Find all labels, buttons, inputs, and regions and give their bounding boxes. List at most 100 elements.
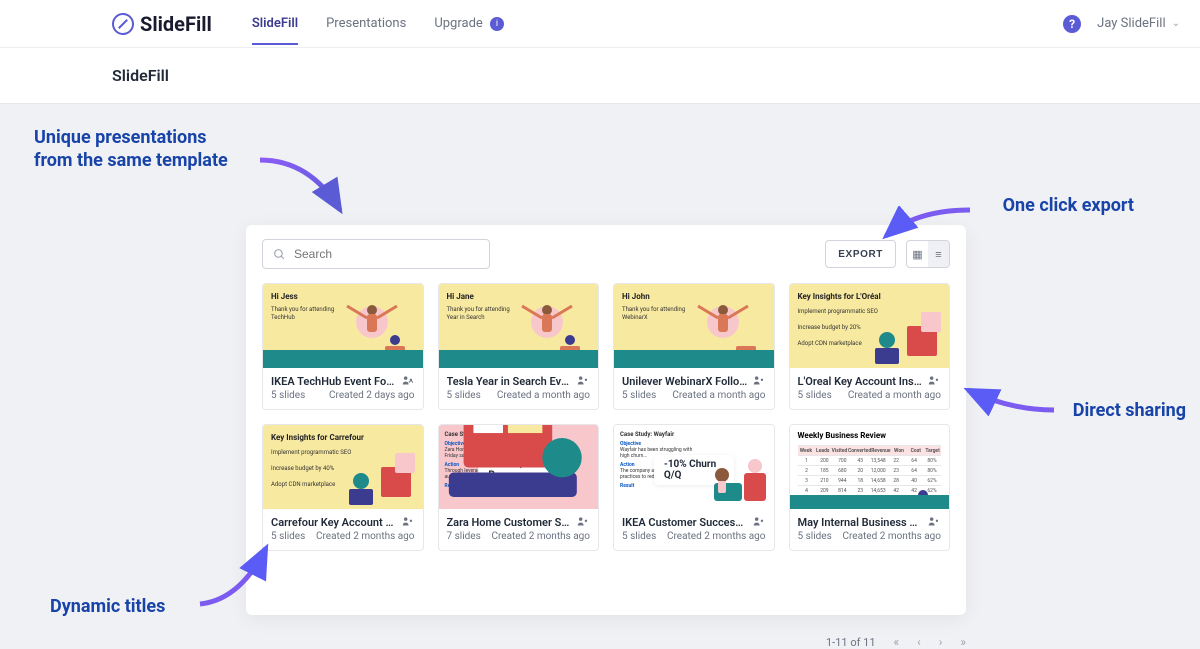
- presentation-card[interactable]: Key Insights for Carrefour Implement pro…: [262, 424, 424, 551]
- card-created: Created 2 months ago: [842, 531, 941, 542]
- search-input-wrap[interactable]: [262, 239, 490, 269]
- insight-illustration: [341, 449, 421, 507]
- card-created: Created 2 months ago: [491, 531, 590, 542]
- view-toggle[interactable]: ▦ ≡: [906, 240, 950, 268]
- export-button[interactable]: EXPORT: [825, 240, 896, 268]
- card-title: Zara Home Customer Succe...: [447, 516, 573, 529]
- table-illustration: [913, 487, 943, 507]
- card-meta: IKEA TechHub Event Follow-... 5 slides C…: [263, 368, 423, 409]
- share-icon[interactable]: [576, 515, 590, 529]
- page-first-icon[interactable]: «: [894, 635, 900, 649]
- thumb-line: Adopt CDN marketplace: [271, 481, 335, 488]
- presentation-card[interactable]: Case Study: Wayfair Objective Wayfair ha…: [613, 424, 775, 551]
- celebration-illustration: [502, 296, 592, 368]
- card-title: Tesla Year in Search Event F...: [447, 375, 573, 388]
- arrow-unique: [250, 150, 370, 230]
- card-meta: Carrefour Key Account Insig... 5 slides …: [263, 509, 423, 550]
- presentations-panel: EXPORT ▦ ≡ Hi Jess Thank you for attendi…: [246, 225, 966, 615]
- thumb-line: Adopt CDN marketplace: [798, 340, 862, 347]
- thumb-greeting: Hi John: [622, 292, 650, 301]
- card-created: Created 2 months ago: [667, 531, 766, 542]
- brand-logo[interactable]: SlideFill: [112, 12, 212, 36]
- card-meta: Zara Home Customer Succe... 7 slides Cre…: [439, 509, 599, 550]
- page-next-icon[interactable]: ›: [939, 635, 943, 649]
- thumb-table: WeekLeadsVisitedConvertedRevenueWonCostT…: [798, 445, 942, 493]
- card-meta: May Internal Business Review 5 slides Cr…: [790, 509, 950, 550]
- user-name: Jay SlideFill: [1097, 16, 1165, 31]
- tab-slidefill[interactable]: SlideFill: [252, 16, 298, 45]
- panel-toolbar: EXPORT ▦ ≡: [262, 239, 950, 269]
- celebration-illustration: [327, 296, 417, 368]
- presentation-card[interactable]: Hi Jess Thank you for attending TechHub …: [262, 283, 424, 410]
- grid-view-icon[interactable]: ▦: [907, 241, 928, 267]
- card-slides: 5 slides: [622, 531, 656, 542]
- presentations-grid: Hi Jess Thank you for attending TechHub …: [262, 283, 950, 551]
- pink-illustration: [439, 425, 597, 507]
- share-icon[interactable]: [752, 374, 766, 388]
- presentation-card[interactable]: Key Insights for L'Oréal Implement progr…: [789, 283, 951, 410]
- share-icon[interactable]: [576, 374, 590, 388]
- search-input[interactable]: [294, 247, 479, 261]
- card-slides: 7 slides: [447, 531, 481, 542]
- subheader: SlideFill: [0, 48, 1200, 104]
- card-title: May Internal Business Review: [798, 516, 924, 529]
- share-icon[interactable]: [401, 515, 415, 529]
- card-slides: 5 slides: [798, 390, 832, 401]
- card-meta: Unilever WebinarX Follow-Up 5 slides Cre…: [614, 368, 774, 409]
- card-created: Created 2 months ago: [316, 531, 415, 542]
- thumb-heading: Key Insights for L'Oréal: [798, 292, 881, 301]
- card-created: Created 2 days ago: [329, 390, 414, 401]
- share-icon[interactable]: [401, 374, 415, 388]
- brand-name: SlideFill: [140, 12, 212, 36]
- page-last-icon[interactable]: »: [960, 635, 966, 649]
- card-thumbnail: Key Insights for Carrefour Implement pro…: [263, 425, 423, 509]
- help-icon[interactable]: ?: [1063, 15, 1081, 33]
- share-icon[interactable]: [752, 515, 766, 529]
- chevron-down-icon: ⌄: [1172, 18, 1180, 29]
- pagination-label: 1-11 of 11: [826, 636, 876, 649]
- tab-presentations[interactable]: Presentations: [326, 16, 406, 45]
- top-nav: SlideFill SlideFill Presentations Upgrad…: [0, 0, 1200, 48]
- page-prev-icon[interactable]: ‹: [917, 635, 921, 649]
- card-title: IKEA Customer Success Story: [622, 516, 748, 529]
- share-icon[interactable]: [927, 515, 941, 529]
- annotation-export: One click export: [1003, 195, 1134, 218]
- white-illustration: [708, 453, 772, 507]
- tab-upgrade[interactable]: Upgrade i: [434, 16, 504, 45]
- card-slides: 5 slides: [271, 390, 305, 401]
- celebration-illustration: [678, 296, 768, 368]
- card-meta: Tesla Year in Search Event F... 5 slides…: [439, 368, 599, 409]
- share-icon[interactable]: [927, 374, 941, 388]
- presentation-card[interactable]: Hi John Thank you for attending WebinarX…: [613, 283, 775, 410]
- thumb-heading: Weekly Business Review: [798, 431, 887, 440]
- annotation-sharing: Direct sharing: [1073, 400, 1186, 423]
- thumb-greeting: Hi Jess: [271, 292, 298, 301]
- tab-upgrade-label: Upgrade: [434, 16, 482, 31]
- presentation-card[interactable]: Hi Jane Thank you for attending Year in …: [438, 283, 600, 410]
- card-title: Unilever WebinarX Follow-Up: [622, 375, 748, 388]
- card-thumbnail: Hi John Thank you for attending WebinarX: [614, 284, 774, 368]
- card-title: IKEA TechHub Event Follow-...: [271, 375, 397, 388]
- card-created: Created a month ago: [848, 390, 941, 401]
- presentation-card[interactable]: Case Study: Zara Home Objective Zara Hom…: [438, 424, 600, 551]
- nav-tabs: SlideFill Presentations Upgrade i: [252, 9, 504, 38]
- card-title: Carrefour Key Account Insig...: [271, 516, 397, 529]
- annotation-unique-line2: from the same template: [34, 150, 228, 173]
- annotation-unique-line1: Unique presentations: [34, 127, 228, 150]
- card-slides: 5 slides: [271, 531, 305, 542]
- search-icon: [273, 248, 286, 261]
- annotation-unique: Unique presentations from the same templ…: [34, 127, 228, 172]
- user-menu[interactable]: Jay SlideFill ⌄: [1097, 16, 1180, 31]
- annotation-titles: Dynamic titles: [50, 596, 165, 619]
- thumb-line: Implement programmatic SEO: [271, 449, 351, 456]
- presentation-card[interactable]: Weekly Business Review WeekLeadsVisitedC…: [789, 424, 951, 551]
- topbar-right: ? Jay SlideFill ⌄: [1063, 15, 1180, 33]
- insight-illustration: [867, 308, 947, 366]
- card-meta: IKEA Customer Success Story 5 slides Cre…: [614, 509, 774, 550]
- thumb-line: Implement programmatic SEO: [798, 308, 878, 315]
- upgrade-badge-icon: i: [490, 17, 504, 31]
- list-view-icon[interactable]: ≡: [928, 241, 949, 267]
- logo-icon: [112, 13, 134, 35]
- card-thumbnail: Hi Jess Thank you for attending TechHub: [263, 284, 423, 368]
- card-slides: 5 slides: [447, 390, 481, 401]
